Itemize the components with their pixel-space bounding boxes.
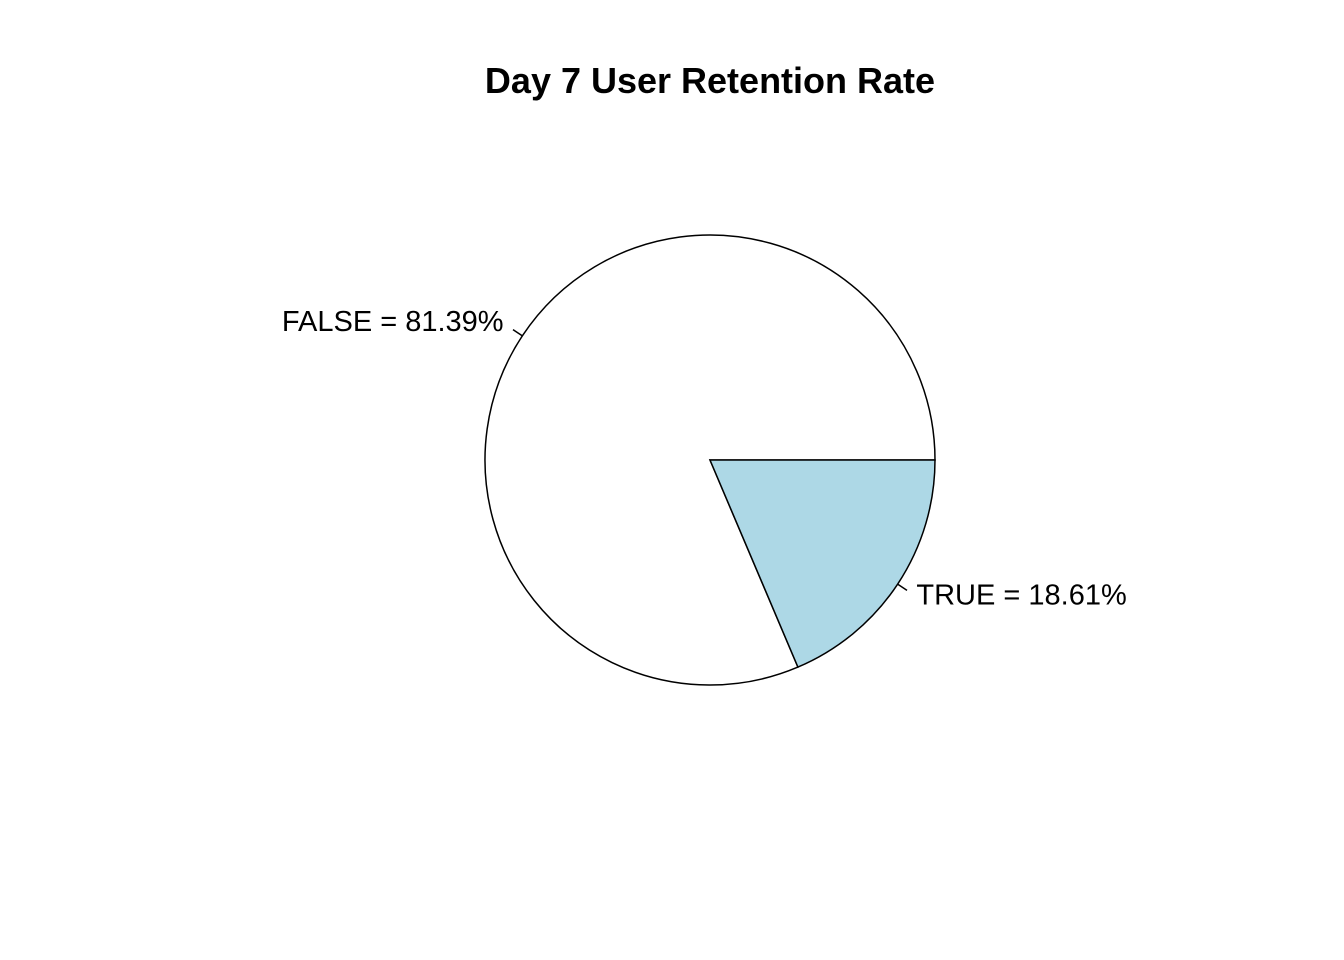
pie-labels: FALSE = 81.39% TRUE = 18.61% xyxy=(282,306,1127,611)
leader-line-true xyxy=(897,583,908,592)
leader-line-false xyxy=(512,328,523,337)
pie-label-true: TRUE = 18.61% xyxy=(916,579,1126,611)
pie-slices xyxy=(484,234,936,686)
pie-leader-lines xyxy=(512,328,908,592)
pie-slice-true xyxy=(708,459,936,669)
pie-label-false: FALSE = 81.39% xyxy=(282,306,504,338)
chart-title: Day 7 User Retention Rate xyxy=(485,60,935,101)
